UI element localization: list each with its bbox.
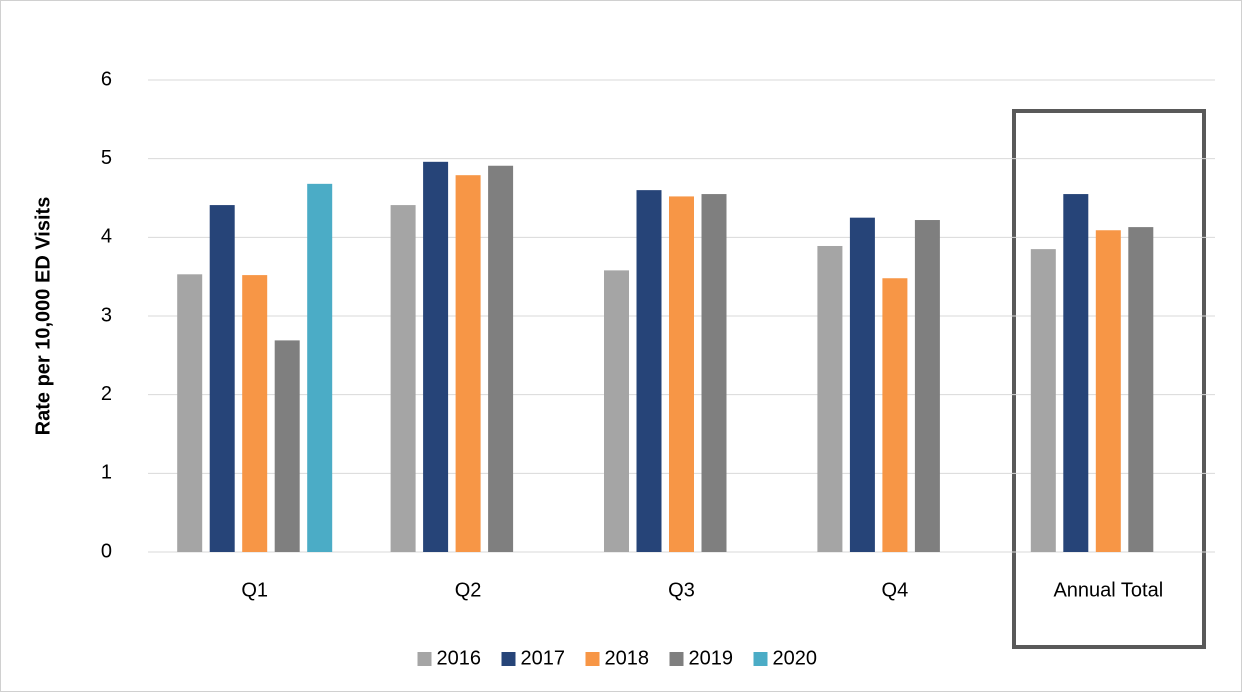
bar <box>1063 194 1089 553</box>
bar <box>1128 227 1154 552</box>
y-tick-label: 4 <box>101 226 112 248</box>
x-tick-label: Q2 <box>455 579 482 601</box>
legend-label: 2016 <box>437 647 482 669</box>
y-tick-label: 1 <box>101 462 112 484</box>
x-tick-label: Q3 <box>668 579 695 601</box>
bar <box>1030 249 1056 552</box>
x-tick-label: Annual Total <box>1053 579 1163 601</box>
bar <box>390 205 416 552</box>
y-tick-label: 0 <box>101 540 112 562</box>
legend-label: 2018 <box>605 647 650 669</box>
x-tick-label: Q4 <box>882 579 909 601</box>
legend-swatch <box>501 652 516 666</box>
bar <box>849 217 875 552</box>
y-axis-label: Rate per 10,000 ED Visits <box>32 197 54 436</box>
y-tick-label: 3 <box>101 304 112 326</box>
legend-label: 2017 <box>521 647 566 669</box>
legend-swatch <box>417 652 432 666</box>
legend-swatch <box>753 652 768 666</box>
bar <box>307 183 333 552</box>
bar <box>701 194 727 553</box>
legend-swatch <box>669 652 684 666</box>
bar <box>209 205 235 552</box>
bar <box>817 245 843 552</box>
bar <box>177 274 203 552</box>
highlight-box <box>1012 109 1206 649</box>
x-tick-label: Q1 <box>241 579 268 601</box>
bar <box>914 220 940 552</box>
legend-label: 2019 <box>689 647 734 669</box>
bar <box>423 161 449 552</box>
y-tick-label: 5 <box>101 147 112 169</box>
y-tick-label: 2 <box>101 383 112 405</box>
legend-label: 2020 <box>773 647 818 669</box>
legend-swatch <box>585 652 600 666</box>
bar <box>669 196 694 552</box>
bar <box>242 275 268 552</box>
bar <box>604 270 629 552</box>
y-tick-label: 6 <box>101 68 112 90</box>
bar <box>455 175 481 553</box>
bar <box>274 340 300 552</box>
bar <box>1095 230 1121 552</box>
bar <box>636 190 662 552</box>
bar <box>882 278 908 552</box>
bar <box>488 165 514 552</box>
